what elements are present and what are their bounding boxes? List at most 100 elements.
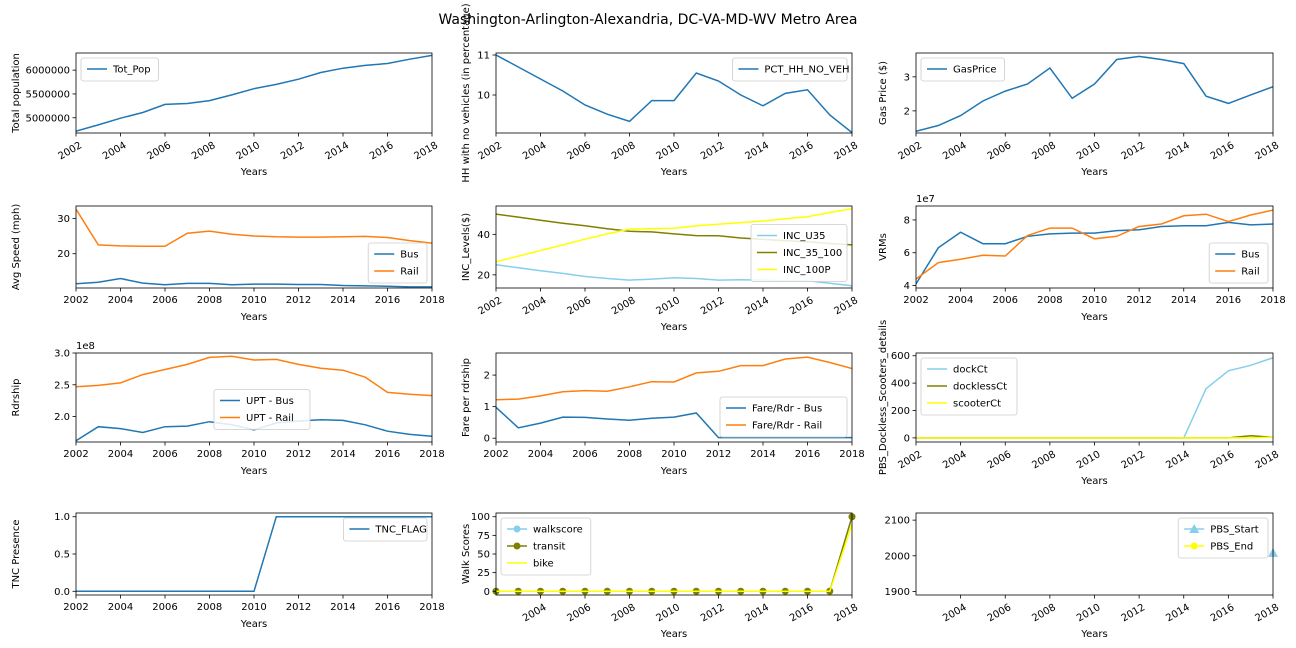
x-tick-label: 2004 <box>101 140 129 162</box>
subplot-4: 20 30 2002 2004 2006 2008 2010 2012 2014 2016 2018… <box>11 204 445 323</box>
x-tick-label: 2002 <box>896 449 924 471</box>
x-tick-label: 2016 <box>788 295 816 317</box>
series-line-Bus <box>76 277 432 288</box>
y-tick-label: 20 <box>57 249 70 260</box>
x-axis-label: Years <box>660 629 687 640</box>
x-tick-label: 2004 <box>528 449 553 460</box>
legend-box <box>342 517 428 542</box>
x-tick-label: 2014 <box>750 449 775 460</box>
y-tick-label: 20 <box>477 270 490 281</box>
legend-box <box>500 517 592 576</box>
x-tick-label: 2014 <box>330 295 355 306</box>
x-tick-label: 2010 <box>241 295 266 306</box>
legend-label-Rail: Rail <box>400 267 418 278</box>
x-tick-label: 2008 <box>610 602 638 624</box>
y-tick-label: 2100 <box>885 516 910 527</box>
x-tick-label: 2012 <box>699 140 727 162</box>
legend-label-INC_100P: INC_100P <box>783 265 831 276</box>
x-tick-label: 2006 <box>565 295 593 317</box>
x-tick-label: 2014 <box>1164 449 1192 471</box>
series-line-UPT - Rail <box>76 355 432 397</box>
x-tick-label: 2018 <box>1260 295 1285 306</box>
legend: TNC_FLAG <box>342 517 428 542</box>
x-tick-label: 2014 <box>1164 140 1192 162</box>
legend-marker-PBS_End <box>1190 542 1198 550</box>
x-tick-label: 2018 <box>839 449 864 460</box>
series-line-GasPrice <box>916 55 1273 133</box>
legend-box <box>367 242 428 284</box>
x-tick-label: 2006 <box>986 602 1014 624</box>
x-tick-label: 2004 <box>521 602 549 624</box>
y-tick-label: 0.5 <box>54 550 70 561</box>
x-tick-label: 2018 <box>419 602 444 613</box>
x-tick-label: 2012 <box>699 602 727 624</box>
x-tick-label: 2002 <box>63 602 88 613</box>
x-tick-label: 2004 <box>941 602 969 624</box>
x-tick-label: 2014 <box>1164 602 1192 624</box>
x-tick-label: 2002 <box>483 449 508 460</box>
x-tick-label: 2012 <box>286 602 311 613</box>
x-tick-label: 2010 <box>1075 140 1103 162</box>
x-tick-label: 2014 <box>743 140 771 162</box>
x-tick-label: 2006 <box>572 449 597 460</box>
y-axis-label: Avg Speed (mph) <box>11 204 22 291</box>
y-axis-label: Total population <box>11 53 22 134</box>
x-tick-label: 2004 <box>948 295 973 306</box>
x-tick-label: 2006 <box>986 449 1014 471</box>
y-tick-label: 11 <box>477 51 490 62</box>
x-tick-label: 2010 <box>661 449 686 460</box>
x-tick-label: 2016 <box>1216 295 1241 306</box>
x-tick-label: 2004 <box>108 449 133 460</box>
x-tick-label: 2010 <box>241 449 266 460</box>
x-tick-label: 2014 <box>323 140 351 162</box>
y-tick-label: 0 <box>484 434 490 445</box>
x-tick-label: 2002 <box>63 295 88 306</box>
x-tick-label: 2002 <box>903 295 928 306</box>
x-axis-label: Years <box>240 466 267 477</box>
x-tick-label: 2010 <box>1075 449 1103 471</box>
y-tick-label: 5500000 <box>25 89 70 100</box>
y-tick-label: 25 <box>477 568 490 579</box>
x-tick-label: 2014 <box>743 295 771 317</box>
x-tick-label: 2018 <box>419 295 444 306</box>
x-tick-label: 2016 <box>788 602 816 624</box>
x-tick-label: 2018 <box>832 140 860 162</box>
legend-marker-walkscore <box>513 525 521 533</box>
series-line-bike <box>496 523 852 593</box>
x-tick-label: 2008 <box>190 140 218 162</box>
x-tick-label: 2006 <box>152 449 177 460</box>
subplot-10: 0.0 0.5 1.0 2002 2004 2006 2008 2010 2012 2014 201… <box>11 512 445 630</box>
legend: Bus Rail <box>367 242 428 284</box>
x-tick-label: 2002 <box>56 140 84 162</box>
x-tick-label: 2016 <box>1209 449 1237 471</box>
x-tick-label: 2002 <box>476 140 504 162</box>
legend: Fare/Rdr - Bus Fare/Rdr - Rail <box>719 396 848 438</box>
legend-label-INC_U35: INC_U35 <box>783 231 825 242</box>
legend-label-INC_35_100: INC_35_100 <box>783 248 842 259</box>
series-line-TNC_FLAG <box>76 515 432 593</box>
x-axis-label: Years <box>240 312 267 323</box>
y-tick-label: 2 <box>904 106 910 117</box>
x-tick-label: 2008 <box>1030 140 1058 162</box>
x-tick-label: 2016 <box>1209 140 1237 162</box>
x-tick-label: 2012 <box>286 449 311 460</box>
x-axis-label: Years <box>660 466 687 477</box>
x-tick-label: 2016 <box>375 295 400 306</box>
y-axis-label: Rdrship <box>11 378 22 416</box>
legend: INC_U35 INC_35_100 INC_100P <box>750 224 848 282</box>
x-axis-label: Years <box>1080 629 1107 640</box>
x-tick-label: 2008 <box>197 295 222 306</box>
y-tick-label: 0 <box>904 433 910 444</box>
subplot-6: 4 6 8 1e7 2002 2004 2006 2008 2010 2012 2014 2016 20… <box>878 194 1286 323</box>
x-tick-label: 2006 <box>152 295 177 306</box>
x-tick-label: 2004 <box>941 449 969 471</box>
series-line-PCT_HH_NO_VEH <box>496 54 852 133</box>
series-line-Rail <box>916 209 1273 280</box>
legend: dockCt docklessCt scooterCt <box>920 357 1018 416</box>
y-axis-label: PBS_Dockless_Scooters_details <box>878 320 889 475</box>
y-tick-label: 6000000 <box>25 66 70 77</box>
subplot-3: 2 3 2002 2004 2006 2008 2010 2012 2014 2016 2018 Ye… <box>878 52 1281 178</box>
x-tick-label: 2014 <box>1171 295 1196 306</box>
x-tick-label: 2010 <box>234 140 262 162</box>
